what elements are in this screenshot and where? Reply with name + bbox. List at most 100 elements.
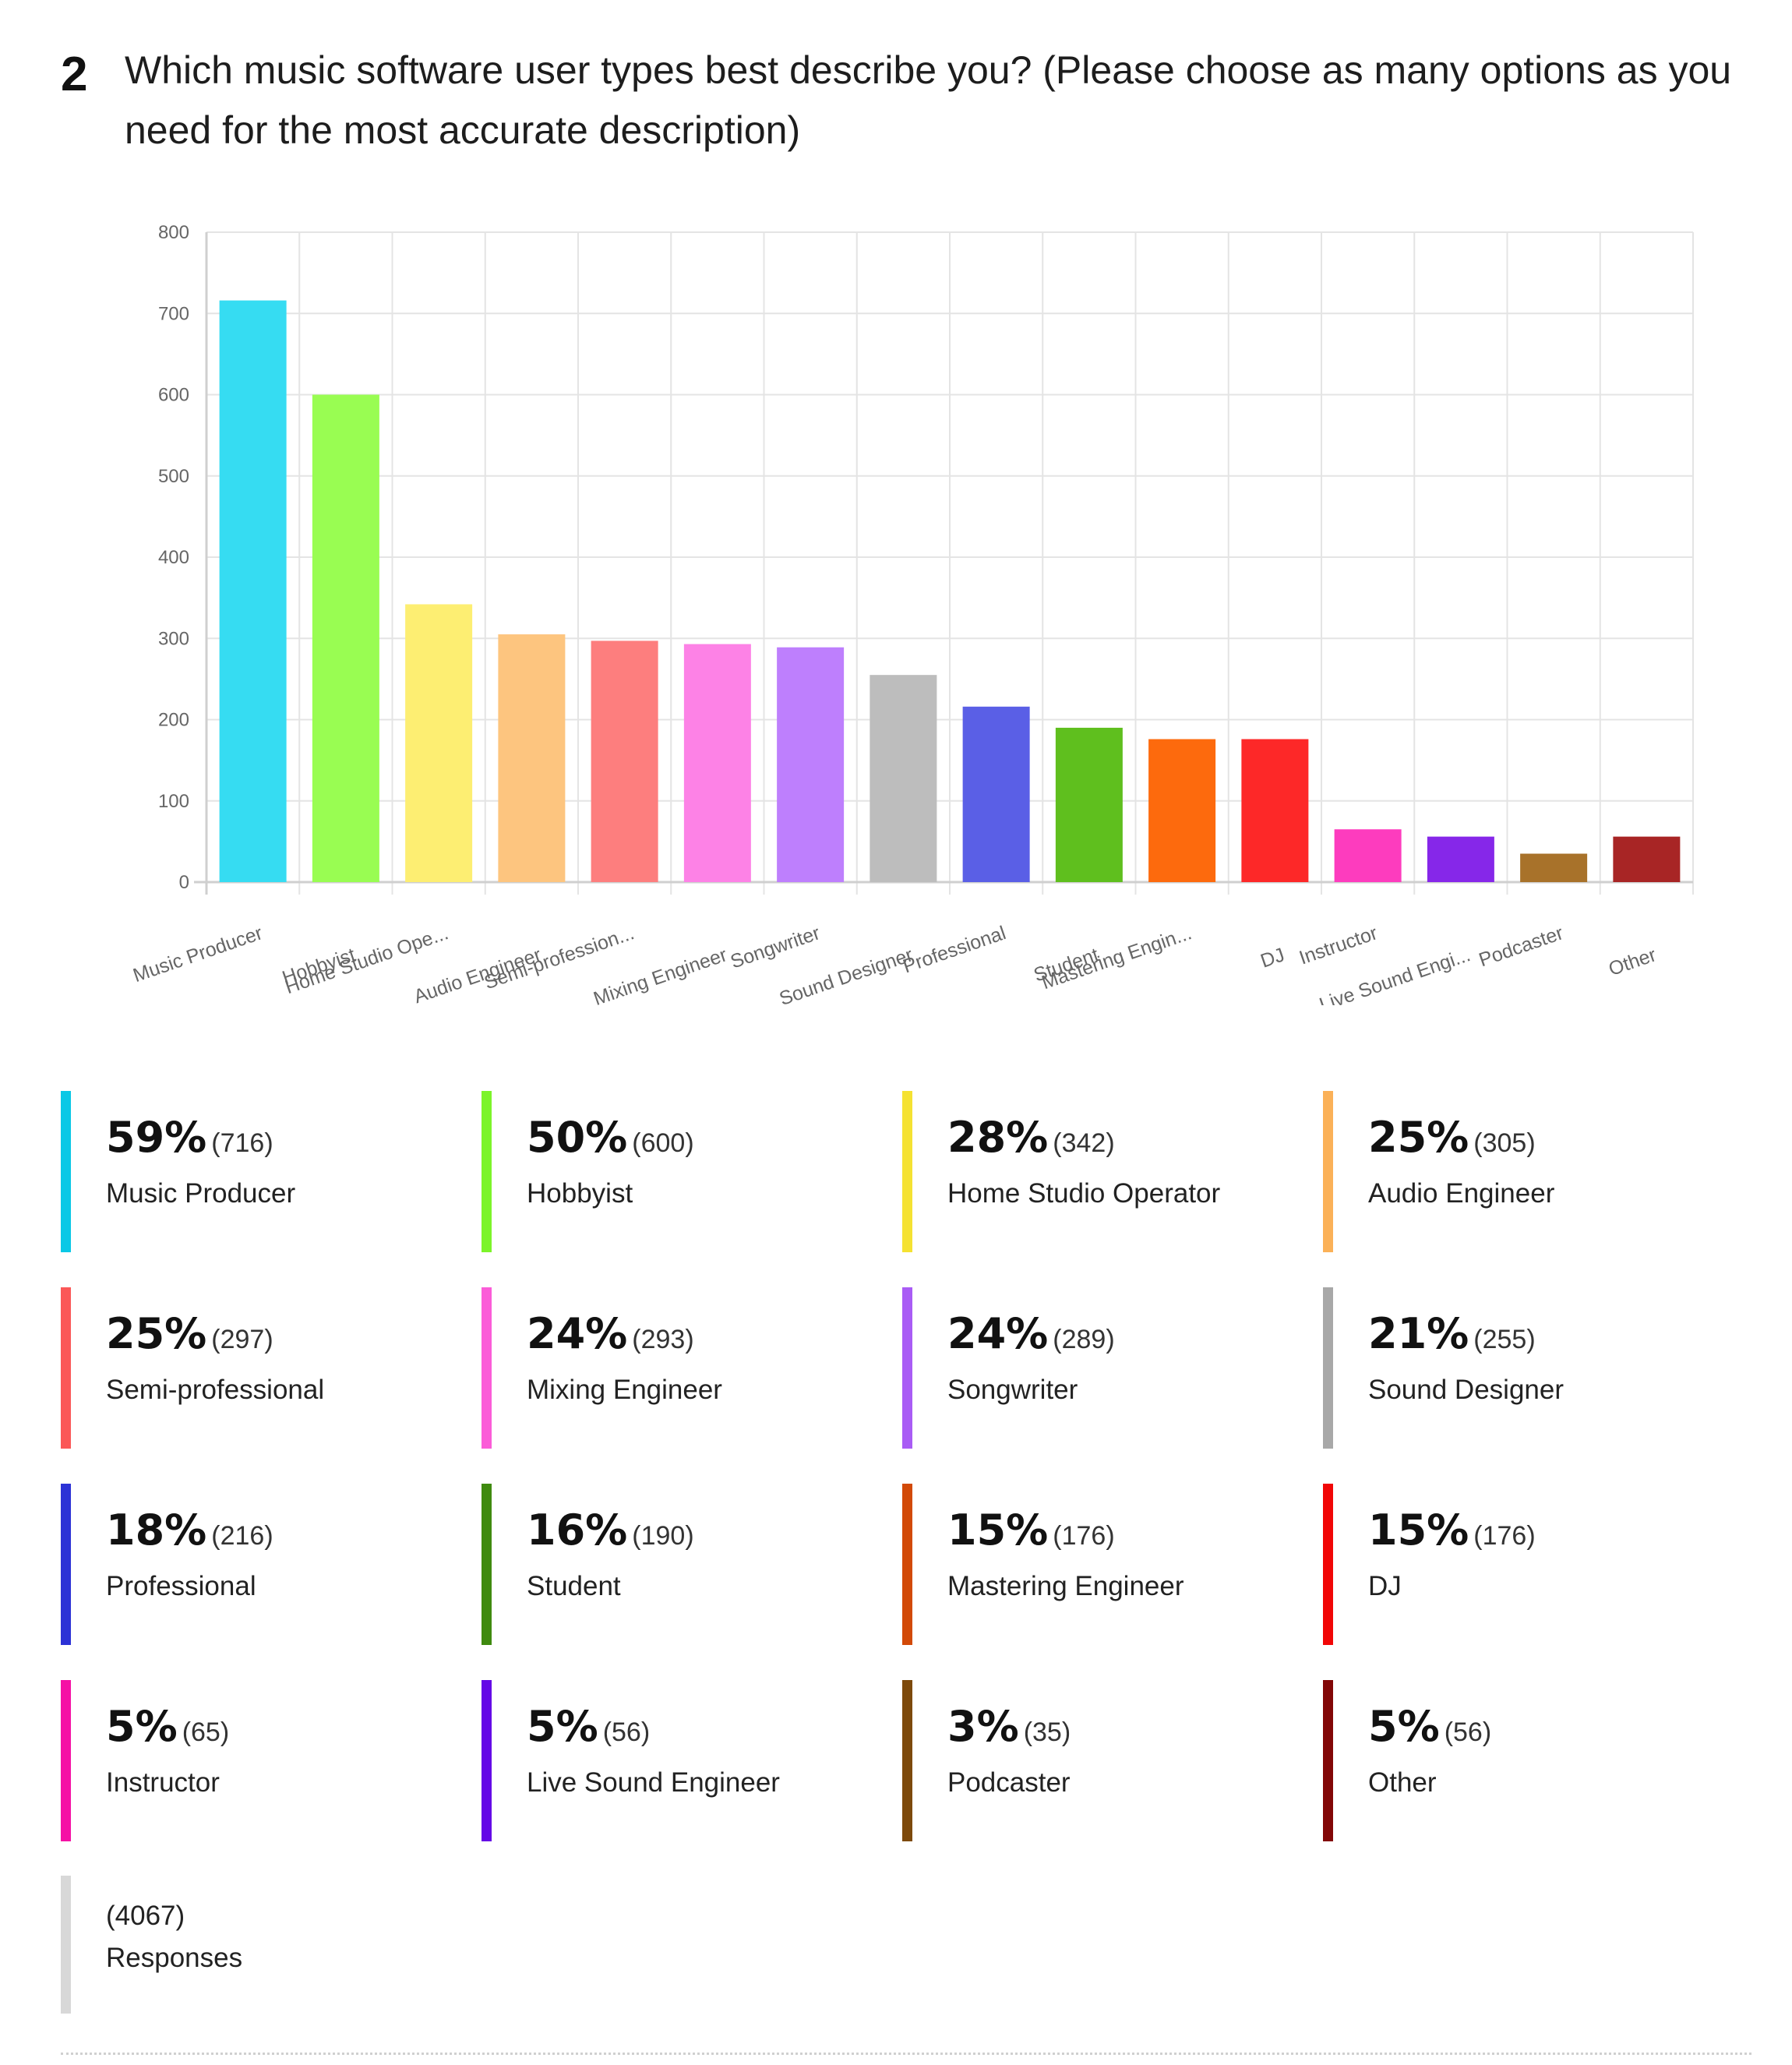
y-tick-label: 700: [158, 303, 189, 324]
legend-item: 15% (176) DJ: [1323, 1484, 1728, 1645]
x-tick-label: Instructor: [1296, 922, 1381, 969]
legend-percent: 15% (176): [947, 1506, 1115, 1555]
legend-percent: 3% (35): [947, 1702, 1071, 1751]
bar-12: [1241, 739, 1309, 882]
legend-count: (176): [1053, 1521, 1115, 1551]
legend-item: 25% (297) Semi-professional: [61, 1287, 466, 1449]
legend-percent-value: 24%: [527, 1309, 628, 1358]
x-tick-label: Music Producer: [130, 922, 265, 987]
y-tick-label: 100: [158, 791, 189, 812]
legend-percent-value: 24%: [947, 1309, 1049, 1358]
legend-color-bar: [902, 1091, 912, 1252]
legend-color-bar: [902, 1484, 912, 1645]
legend-percent-value: 3%: [947, 1702, 1019, 1751]
legend-percent-value: 28%: [947, 1113, 1049, 1162]
bar-16: [1613, 836, 1681, 882]
legend-count: (255): [1473, 1325, 1536, 1354]
legend-percent-value: 16%: [527, 1506, 628, 1555]
legend-item: 18% (216) Professional: [61, 1484, 466, 1645]
legend-percent: 50% (600): [527, 1113, 694, 1162]
bar-5: [591, 641, 658, 882]
legend-item: 50% (600) Hobbyist: [482, 1091, 887, 1252]
legend-label: Mixing Engineer: [527, 1375, 722, 1405]
x-tick-label: Other: [1606, 944, 1659, 980]
y-tick-label: 600: [158, 385, 189, 406]
legend-label: DJ: [1368, 1571, 1402, 1601]
legend-percent: 15% (176): [1368, 1506, 1536, 1555]
bar-14: [1427, 836, 1494, 882]
legend-color-bar: [482, 1484, 492, 1645]
legend-count: (216): [211, 1521, 273, 1551]
legend-percent-value: 25%: [1368, 1113, 1469, 1162]
legend-color-bar: [1323, 1091, 1333, 1252]
legend-color-bar: [1323, 1287, 1333, 1449]
legend-percent: 16% (190): [527, 1506, 694, 1555]
legend-count: (297): [211, 1325, 273, 1354]
legend-percent: 5% (65): [106, 1702, 229, 1751]
legend-percent: 5% (56): [1368, 1702, 1491, 1751]
legend-percent-value: 59%: [106, 1113, 207, 1162]
legend-item: 5% (56) Other: [1323, 1680, 1728, 1841]
legend-item: 15% (176) Mastering Engineer: [902, 1484, 1307, 1645]
legend-percent-value: 25%: [106, 1309, 207, 1358]
legend-label: Audio Engineer: [1368, 1178, 1555, 1209]
legend-count: (342): [1053, 1128, 1115, 1158]
total-label: Responses: [106, 1943, 243, 1973]
x-tick-label: Podcaster: [1476, 922, 1567, 971]
legend-count: (293): [632, 1325, 694, 1354]
x-tick-label: DJ: [1258, 944, 1287, 972]
legend-item: 5% (56) Live Sound Engineer: [482, 1680, 887, 1841]
legend-color-bar: [61, 1484, 71, 1645]
legend-percent: 5% (56): [527, 1702, 650, 1751]
legend-percent: 24% (289): [947, 1309, 1115, 1358]
legend-color-bar: [1323, 1680, 1333, 1841]
legend-count: (600): [632, 1128, 694, 1158]
legend-item: 59% (716) Music Producer: [61, 1091, 466, 1252]
x-tick-label: Mixing Engineer: [591, 944, 730, 1005]
legend-item: 25% (305) Audio Engineer: [1323, 1091, 1728, 1252]
legend-percent: 59% (716): [106, 1113, 273, 1162]
legend-color-bar: [61, 1287, 71, 1449]
legend-color-bar: [902, 1287, 912, 1449]
legend-label: Music Producer: [106, 1178, 296, 1209]
x-tick-label: Professional: [900, 922, 1008, 977]
legend-color-bar: [482, 1287, 492, 1449]
legend-label: Hobbyist: [527, 1178, 633, 1209]
legend-item: 24% (293) Mixing Engineer: [482, 1287, 887, 1449]
legend-percent: 24% (293): [527, 1309, 694, 1358]
bar-9: [962, 706, 1030, 882]
legend-percent: 28% (342): [947, 1113, 1115, 1162]
legend-percent: 25% (305): [1368, 1113, 1536, 1162]
legend-label: Mastering Engineer: [947, 1571, 1184, 1601]
bar-4: [498, 634, 566, 882]
legend-count: (35): [1023, 1717, 1071, 1747]
total-responses: (4067) Responses: [61, 1876, 466, 2014]
legend-color-bar: [902, 1680, 912, 1841]
total-color-bar: [61, 1876, 71, 2014]
legend-count: (176): [1473, 1521, 1536, 1551]
legend-color-bar: [61, 1680, 71, 1841]
bar-2: [312, 394, 379, 882]
legend-item: 5% (65) Instructor: [61, 1680, 466, 1841]
legend-label: Live Sound Engineer: [527, 1767, 780, 1798]
legend-percent: 18% (216): [106, 1506, 273, 1555]
question-text: Which music software user types best des…: [125, 48, 1732, 152]
question-number: 2: [61, 48, 88, 101]
legend-label: Student: [527, 1571, 621, 1601]
legend-count: (56): [602, 1717, 651, 1747]
legend-label: Songwriter: [947, 1375, 1078, 1405]
bar-7: [777, 647, 845, 882]
legend-percent: 25% (297): [106, 1309, 273, 1358]
legend-percent-value: 50%: [527, 1113, 628, 1162]
y-tick-label: 200: [158, 710, 189, 731]
y-tick-label: 800: [158, 222, 189, 243]
legend-item: 3% (35) Podcaster: [902, 1680, 1307, 1841]
legend-color-bar: [482, 1091, 492, 1252]
bar-6: [683, 644, 751, 882]
legend-item: 16% (190) Student: [482, 1484, 887, 1645]
legend-percent-value: 5%: [106, 1702, 178, 1751]
bar-15: [1520, 853, 1588, 882]
bar-8: [870, 675, 937, 882]
x-tick-label: Sound Designer: [777, 944, 916, 1005]
